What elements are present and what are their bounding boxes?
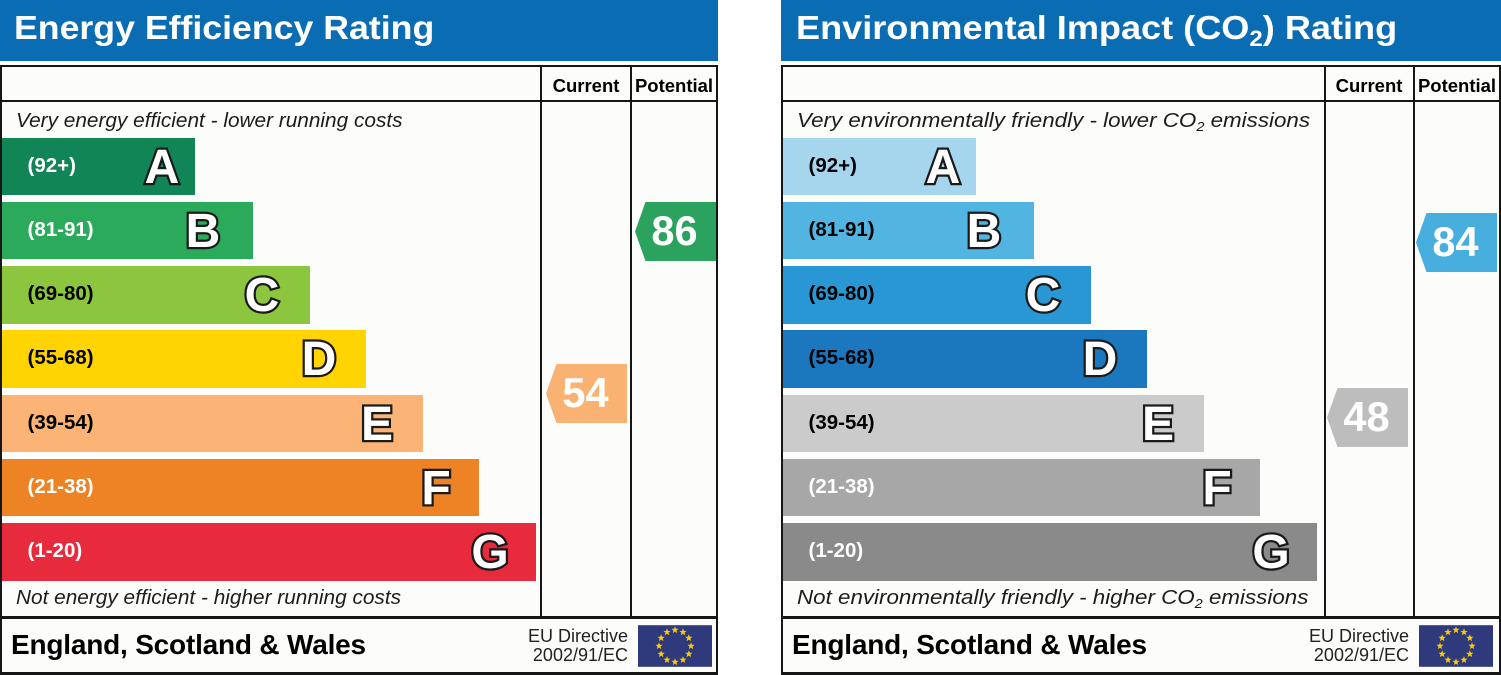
svg-text:E: E — [1142, 397, 1174, 450]
svg-text:A: A — [926, 140, 961, 193]
svg-text:54: 54 — [562, 369, 608, 416]
svg-text:84: 84 — [1432, 218, 1478, 265]
svg-text:A: A — [145, 140, 180, 193]
svg-text:G: G — [471, 526, 508, 579]
svg-text:G: G — [1252, 526, 1289, 579]
svg-text:B: B — [186, 205, 221, 258]
svg-text:48: 48 — [1343, 393, 1389, 440]
svg-text:D: D — [1082, 333, 1117, 386]
svg-text:D: D — [301, 333, 336, 386]
svg-text:C: C — [245, 269, 280, 322]
svg-text:C: C — [1026, 269, 1061, 322]
svg-text:E: E — [361, 397, 393, 450]
svg-text:B: B — [967, 205, 1002, 258]
svg-text:86: 86 — [651, 207, 697, 254]
svg-text:F: F — [1202, 462, 1231, 515]
svg-text:F: F — [421, 462, 450, 515]
